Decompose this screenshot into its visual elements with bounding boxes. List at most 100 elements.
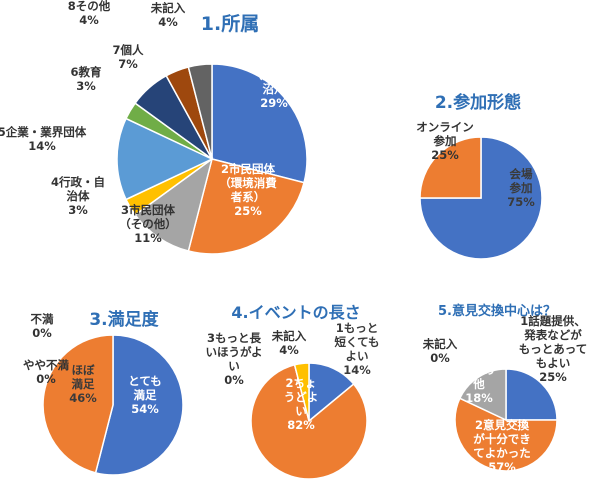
slice-label-4: 4行政・自治体 3% — [51, 175, 105, 217]
pie-slice-2 — [419, 136, 482, 199]
pie-slice-1 — [505, 368, 558, 421]
slice-label-line: 未記入 — [271, 329, 307, 343]
slice-percent: 3% — [68, 203, 88, 217]
slice-label-line: 参加 — [433, 134, 457, 148]
slice-label-line: 会場 — [509, 167, 533, 181]
chart-title: 4.イベントの長さ — [231, 303, 360, 322]
slice-label-line: よい — [346, 349, 369, 363]
slice-percent: 11% — [134, 231, 162, 245]
slice-label-1: とても満足 54% — [128, 374, 162, 416]
slice-percent: 0% — [36, 372, 56, 386]
slice-percent: 7% — [118, 57, 138, 71]
slice-label-line: てよかった — [473, 446, 531, 460]
slice-label-line: やや不満 — [23, 358, 69, 372]
pie-slice-2 — [454, 397, 558, 472]
pie-slice-2 — [187, 158, 305, 255]
slice-label-3: 3その他 18% — [463, 363, 494, 405]
pie-slice-1 — [308, 362, 355, 423]
slice-label-line: いほうがよ — [206, 345, 263, 359]
slice-percent: 57% — [488, 460, 516, 474]
slice-label-line: とても — [128, 374, 162, 388]
slice-percent: 75% — [507, 195, 535, 209]
slice-label-line: （川海湖 — [251, 68, 297, 82]
slice-label-3: 3市民団体（その他） 11% — [119, 203, 177, 245]
slice-percent: 0% — [224, 373, 244, 387]
slice-label-2: オンライン参加 25% — [416, 120, 474, 162]
slice-label-line: 未記入 — [150, 1, 186, 15]
slice-label-3: 3もっと長いほうがよい 0% — [206, 331, 263, 387]
slice-label-line: 他 — [472, 377, 485, 391]
slice-label-line: うどよ — [284, 390, 319, 404]
pie-slice-1 — [211, 63, 308, 184]
slice-label-line: 3市民団体 — [121, 203, 176, 217]
slice-label-1: 1話題提供、発表などがもっとあってもよい 25% — [519, 314, 587, 384]
pie-slice-1 — [94, 334, 184, 476]
pie-slices — [116, 63, 308, 255]
pie-slice-2 — [42, 334, 114, 474]
slice-label-2: 2市民団体（環境消費者系） 25% — [219, 162, 277, 218]
chart-title: 5.意見交換中心は？ — [438, 303, 556, 319]
slice-label-2: 2ちょうどよい 82% — [284, 376, 319, 432]
slice-label-line: 4行政・自 — [51, 175, 105, 189]
slice-label-line: 満足 — [72, 377, 95, 391]
slice-percent: 29% — [260, 96, 288, 110]
slice-label-line: 治体 — [67, 189, 90, 203]
slice-label-line: 1話題提供、 — [520, 314, 586, 328]
pie-slices — [419, 136, 543, 260]
slice-percent: 14% — [343, 363, 371, 377]
slice-label-line: 1もっと — [336, 321, 379, 335]
slice-label-4: 不満 0% — [31, 312, 54, 340]
slice-label-line: 参加 — [509, 181, 533, 195]
slice-percent: 25% — [234, 204, 262, 218]
slice-percent: 54% — [131, 402, 159, 416]
pie-slice-4 — [293, 362, 310, 422]
slice-label-1: 1市民団体（川海湖沼） 29% — [247, 54, 302, 110]
slice-percent: 0% — [32, 326, 52, 340]
slice-label-line: が十分でき — [473, 432, 531, 446]
slice-label-line: 2市民団体 — [221, 162, 276, 176]
chart-title: 1.所属 — [201, 13, 259, 35]
slice-percent: 4% — [279, 343, 299, 357]
slice-label-line: 8その他 — [68, 0, 111, 13]
slice-label-line: 2意見交換 — [475, 418, 530, 432]
chart-title: 3.満足度 — [89, 309, 159, 330]
slice-percent: 4% — [79, 13, 99, 27]
pie-slices — [250, 362, 368, 480]
pie-slice-3 — [134, 157, 214, 252]
slice-label-line: 不満 — [31, 312, 54, 326]
slice-label-line: もっとあって — [519, 342, 587, 356]
slice-label-7: 7個人 7% — [112, 43, 144, 71]
slice-label-4: 未記入 0% — [422, 337, 458, 365]
slice-label-line: 1市民団体 — [247, 54, 302, 68]
slice-label-5: 5企業・業界団体 14% — [0, 125, 87, 153]
slice-label-line: （環境消費 — [219, 176, 277, 190]
slice-percent: 18% — [465, 391, 493, 405]
slice-label-line: 未記入 — [422, 337, 458, 351]
slice-percent: 0% — [430, 351, 450, 365]
slice-label-1: 1もっと短くてもよい 14% — [334, 321, 379, 377]
slice-label-line: 発表などが — [523, 328, 582, 342]
slice-label-line: 3その — [463, 363, 494, 377]
pie-slice-3 — [458, 368, 507, 422]
slice-percent: 14% — [28, 139, 56, 153]
slice-percent: 25% — [431, 148, 459, 162]
pie-slice-2 — [250, 363, 368, 480]
slice-label-line: もよい — [536, 356, 571, 370]
pie-chart-5: 5.意見交換中心は？1話題提供、発表などがもっとあってもよい 25% 2意見交換が十… — [422, 303, 587, 474]
slice-label-line: 5企業・業界団体 — [0, 125, 87, 139]
slice-percent: 82% — [287, 418, 315, 432]
pie-slices — [454, 368, 558, 472]
slice-percent: 46% — [69, 391, 97, 405]
slice-label-line: 6教育 — [70, 65, 102, 79]
pie-slice-5 — [116, 117, 214, 201]
slice-percent: 4% — [158, 15, 178, 29]
slice-label-6: 6教育 3% — [70, 65, 102, 93]
slice-percent: 3% — [76, 79, 96, 93]
slice-label-line: 者系） — [230, 190, 266, 204]
slice-label-line: 2ちょ — [285, 376, 316, 390]
